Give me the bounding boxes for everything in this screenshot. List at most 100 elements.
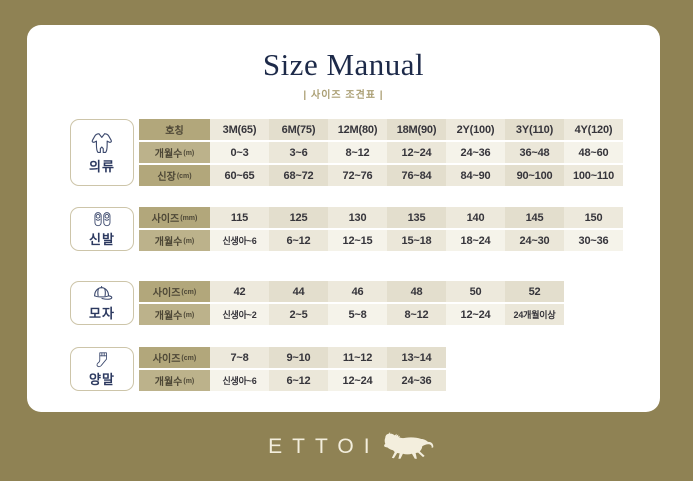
size-cell: 24개월이상: [505, 304, 564, 325]
size-cell: 125: [269, 207, 328, 228]
row-header-cell: 신장 (cm): [139, 165, 210, 186]
size-manual-card: Size Manual | 사이즈 조견표 | 의류 호칭 3M(65) 6M(75)…: [27, 25, 660, 412]
size-cell: 13~14: [387, 347, 446, 368]
size-cell: 신생아~2: [210, 304, 269, 325]
size-cell: 12~15: [328, 230, 387, 251]
table-row: 개월수 (m) 0~3 3~6 8~12 12~24 24~36 36~48 48~60: [139, 142, 623, 163]
category-badge-hats: 모자: [70, 281, 134, 325]
category-badge-socks: 양말: [70, 347, 134, 391]
brand-name: ETTOI: [268, 434, 380, 458]
size-cell: 12M(80): [328, 119, 387, 140]
size-cell: 44: [269, 281, 328, 302]
size-table-clothing: 호칭 3M(65) 6M(75) 12M(80) 18M(90) 2Y(100) 3Y(11…: [139, 119, 623, 186]
size-cell: 12~24: [387, 142, 446, 163]
table-row: 신장 (cm) 60~65 68~72 72~76 76~84 84~90 90~100 100…: [139, 165, 623, 186]
size-cell: 76~84: [387, 165, 446, 186]
table-row: 사이즈 (mm) 115 125 130 135 140 145 150: [139, 207, 623, 228]
shoes-icon: [92, 211, 113, 228]
size-cell: 8~12: [328, 142, 387, 163]
size-table-hats: 사이즈 (cm) 42 44 46 48 50 52 개월수 (m) 신생아~2 2~5 5~8 8~12…: [139, 281, 564, 325]
page-subtitle: | 사이즈 조견표 |: [303, 90, 384, 101]
size-cell: 3M(65): [210, 119, 269, 140]
size-cell: 140: [446, 207, 505, 228]
size-cell: 3Y(110): [505, 119, 564, 140]
size-cell: 5~8: [328, 304, 387, 325]
category-label: 양말: [89, 371, 115, 387]
size-cell: 신생아~6: [210, 230, 269, 251]
size-cell: 12~24: [328, 370, 387, 391]
section-socks: 양말 사이즈 (cm) 7~8 9~10 11~12 13~14 개월수 (m) 신생아~6 6~1…: [70, 347, 446, 391]
size-cell: 신생아~6: [210, 370, 269, 391]
brand-logo: ETTOI: [0, 425, 693, 467]
size-cell: 11~12: [328, 347, 387, 368]
row-header-cell: 개월수 (m): [139, 304, 210, 325]
table-row: 개월수 (m) 신생아~6 6~12 12~15 15~18 18~24 24~30 30~36: [139, 230, 623, 251]
size-cell: 42: [210, 281, 269, 302]
size-cell: 100~110: [564, 165, 623, 186]
size-cell: 145: [505, 207, 564, 228]
category-label: 의류: [89, 158, 115, 174]
row-header-cell: 사이즈 (cm): [139, 347, 210, 368]
section-hats: 모자 사이즈 (cm) 42 44 46 48 50 52 개월수 (m) 신생아~2 2~5 5~8 8~…: [70, 281, 564, 325]
size-cell: 6~12: [269, 370, 328, 391]
category-label: 신발: [89, 231, 115, 247]
category-badge-shoes: 신발: [70, 207, 134, 251]
row-header-cell: 개월수 (m): [139, 142, 210, 163]
size-cell: 4Y(120): [564, 119, 623, 140]
size-cell: 46: [328, 281, 387, 302]
size-cell: 115: [210, 207, 269, 228]
size-cell: 24~30: [505, 230, 564, 251]
size-cell: 8~12: [387, 304, 446, 325]
size-cell: 3~6: [269, 142, 328, 163]
size-cell: 150: [564, 207, 623, 228]
size-cell: 48: [387, 281, 446, 302]
size-table-shoes: 사이즈 (mm) 115 125 130 135 140 145 150 개월수 (m) 신생아~6 6…: [139, 207, 623, 251]
size-cell: 6M(75): [269, 119, 328, 140]
cap-icon: [90, 285, 115, 302]
size-cell: 15~18: [387, 230, 446, 251]
table-row: 개월수 (m) 신생아~2 2~5 5~8 8~12 12~24 24개월이상: [139, 304, 564, 325]
size-cell: 130: [328, 207, 387, 228]
size-cell: 7~8: [210, 347, 269, 368]
sock-icon: [94, 351, 111, 368]
row-header-cell: 호칭: [139, 119, 210, 140]
size-cell: 84~90: [446, 165, 505, 186]
size-cell: 2Y(100): [446, 119, 505, 140]
size-cell: 36~48: [505, 142, 564, 163]
page-title: Size Manual: [262, 47, 425, 82]
size-cell: 24~36: [387, 370, 446, 391]
row-header-cell: 사이즈 (mm): [139, 207, 210, 228]
size-cell: 2~5: [269, 304, 328, 325]
onesie-icon: [89, 131, 115, 155]
category-badge-clothing: 의류: [70, 119, 134, 186]
size-cell: 60~65: [210, 165, 269, 186]
size-cell: 135: [387, 207, 446, 228]
size-table-socks: 사이즈 (cm) 7~8 9~10 11~12 13~14 개월수 (m) 신생아~6 6~12 1…: [139, 347, 446, 391]
size-cell: 30~36: [564, 230, 623, 251]
horse-icon: [382, 430, 435, 462]
size-cell: 50: [446, 281, 505, 302]
size-cell: 52: [505, 281, 564, 302]
row-header-cell: 사이즈 (cm): [139, 281, 210, 302]
section-shoes: 신발 사이즈 (mm) 115 125 130 135 140 145 150 개월수 (m) 신생아~…: [70, 207, 623, 251]
size-cell: 90~100: [505, 165, 564, 186]
size-cell: 0~3: [210, 142, 269, 163]
size-cell: 9~10: [269, 347, 328, 368]
section-clothing: 의류 호칭 3M(65) 6M(75) 12M(80) 18M(90) 2Y(100) 3Y(…: [70, 119, 623, 186]
table-row: 사이즈 (cm) 42 44 46 48 50 52: [139, 281, 564, 302]
size-cell: 18M(90): [387, 119, 446, 140]
category-label: 모자: [89, 305, 115, 321]
size-cell: 18~24: [446, 230, 505, 251]
table-row: 사이즈 (cm) 7~8 9~10 11~12 13~14: [139, 347, 446, 368]
table-row: 호칭 3M(65) 6M(75) 12M(80) 18M(90) 2Y(100) 3Y(11…: [139, 119, 623, 140]
size-cell: 6~12: [269, 230, 328, 251]
size-cell: 24~36: [446, 142, 505, 163]
row-header-cell: 개월수 (m): [139, 230, 210, 251]
table-row: 개월수 (m) 신생아~6 6~12 12~24 24~36: [139, 370, 446, 391]
row-header-cell: 개월수 (m): [139, 370, 210, 391]
size-cell: 48~60: [564, 142, 623, 163]
size-cell: 12~24: [446, 304, 505, 325]
size-cell: 68~72: [269, 165, 328, 186]
size-cell: 72~76: [328, 165, 387, 186]
